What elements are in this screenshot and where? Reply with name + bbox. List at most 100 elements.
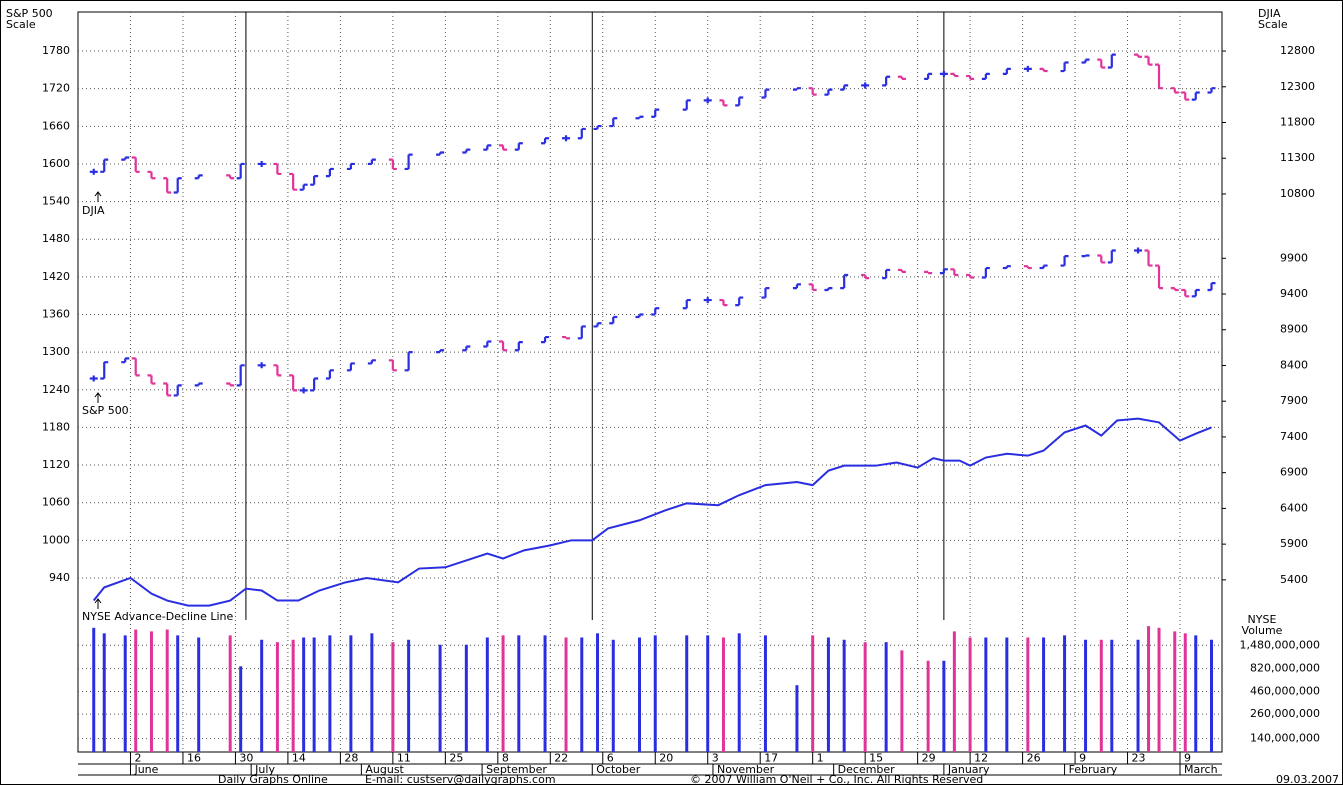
- x-tick-label: 2: [134, 752, 141, 765]
- price-bar: [100, 361, 109, 380]
- price-bar: [226, 382, 235, 387]
- y2-tick-label: 6400: [1280, 501, 1308, 514]
- annotation: DJIA: [82, 204, 105, 217]
- price-bar: [882, 75, 891, 87]
- left-axis-title: S&P 500: [6, 7, 53, 20]
- price-bar: [1155, 264, 1164, 290]
- volume-bar: [842, 639, 846, 752]
- volume-bar: [1063, 635, 1067, 752]
- volume-bar: [134, 629, 138, 752]
- price-bar: [1181, 288, 1190, 298]
- y-tick-label: 1780: [42, 44, 70, 57]
- price-bar: [289, 374, 298, 392]
- price-bar: [131, 156, 140, 173]
- price-bar: [562, 135, 571, 142]
- volume-bar: [984, 637, 988, 752]
- volume-bar: [763, 635, 767, 752]
- volume-bar: [501, 635, 505, 752]
- price-bar: [1097, 254, 1106, 264]
- price-bar: [897, 75, 906, 81]
- price-bar: [939, 70, 948, 77]
- price-bar: [593, 322, 602, 328]
- price-bar: [131, 357, 140, 377]
- price-bar: [257, 362, 266, 369]
- price-bar: [194, 382, 203, 387]
- y2-tick-label: 10800: [1280, 187, 1315, 200]
- price-bar: [89, 168, 98, 175]
- volume-bar: [464, 644, 468, 752]
- footer: 09.03.2007: [1276, 773, 1339, 785]
- y-tick-label: 1720: [42, 82, 70, 95]
- x-tick-label: 9: [1079, 752, 1086, 765]
- arrow: [94, 598, 102, 609]
- left-axis-title: Scale: [6, 18, 36, 31]
- price-bar: [388, 158, 397, 171]
- volume-bar: [312, 637, 316, 752]
- price-bar: [635, 313, 644, 319]
- volume-bar: [1042, 637, 1046, 752]
- y-tick-label: 1660: [42, 119, 70, 132]
- volume-bar: [228, 635, 232, 752]
- price-bar: [1060, 255, 1069, 267]
- y2-tick-label: 11300: [1280, 151, 1315, 164]
- price-bar: [719, 99, 728, 107]
- x-tick-label: 30: [239, 752, 253, 765]
- x-tick-label: 23: [1132, 752, 1146, 765]
- volume-bar: [239, 666, 243, 752]
- volume-bar: [737, 633, 741, 752]
- price-bar: [1081, 58, 1090, 64]
- price-bar: [1060, 61, 1069, 73]
- volume-bar: [1210, 639, 1214, 752]
- month-label: November: [717, 763, 775, 776]
- annotation: NYSE Advance-Decline Line: [82, 610, 233, 623]
- y-tick-label: 1060: [42, 496, 70, 509]
- price-bar: [981, 266, 990, 279]
- volume-bar: [291, 639, 295, 752]
- month-label: October: [596, 763, 640, 776]
- price-bar: [966, 74, 975, 81]
- volume-bar: [611, 639, 615, 752]
- volume-bar: [596, 633, 600, 752]
- x-tick-label: 17: [764, 752, 778, 765]
- y-tick-label: 1120: [42, 458, 70, 471]
- price-bar: [226, 174, 235, 180]
- volume-bar: [1136, 639, 1140, 752]
- y-tick-label: 1600: [42, 157, 70, 170]
- volume-bar: [543, 635, 547, 752]
- y2-tick-label: 9400: [1280, 287, 1308, 300]
- y-tick-label: 1540: [42, 195, 70, 208]
- price-bar: [346, 362, 355, 372]
- volume-bar: [149, 631, 153, 752]
- price-bar: [1155, 63, 1164, 90]
- price-bar: [950, 72, 959, 78]
- x-tick-label: 22: [554, 752, 568, 765]
- price-bar: [924, 270, 933, 275]
- price-bar: [1107, 53, 1116, 69]
- volume-bar: [1194, 635, 1198, 752]
- price-bar: [325, 369, 334, 380]
- volume-bar: [638, 637, 642, 752]
- month-label: September: [486, 763, 547, 776]
- price-bar: [1134, 247, 1143, 254]
- price-bar: [388, 359, 397, 372]
- volume-bar: [795, 685, 799, 752]
- price-bar: [289, 172, 298, 191]
- volume-bar: [165, 629, 169, 752]
- price-bar: [163, 177, 172, 194]
- volume-bar: [328, 635, 332, 752]
- x-tick-label: 14: [292, 752, 306, 765]
- price-bar: [1144, 249, 1153, 267]
- volume-bar: [1183, 633, 1187, 752]
- price-bar: [1081, 254, 1090, 258]
- price-bar: [310, 377, 319, 392]
- volume-title: Volume: [1242, 624, 1283, 637]
- price-bar: [1207, 87, 1216, 94]
- volume-tick-label: 140,000,000: [1250, 732, 1320, 745]
- price-bar: [325, 167, 334, 178]
- volume-bar: [1084, 639, 1088, 752]
- y2-tick-label: 12300: [1280, 80, 1315, 93]
- price-bar: [939, 268, 948, 275]
- price-bar: [703, 97, 712, 104]
